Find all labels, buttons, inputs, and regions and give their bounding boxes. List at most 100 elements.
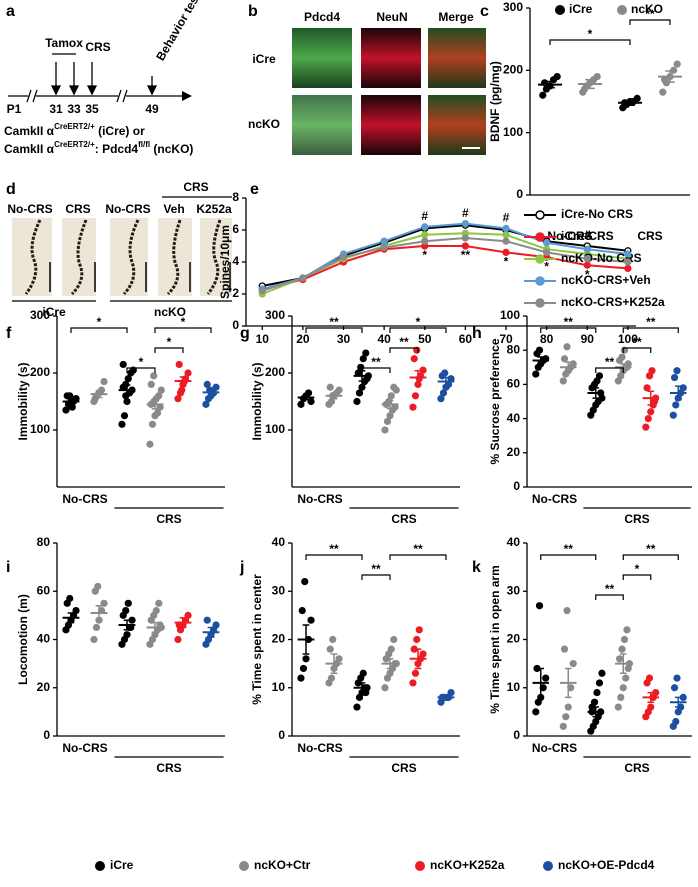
significance-bracket [305, 554, 363, 560]
y-tick-label: 60 [37, 583, 51, 597]
group-label: CRS [156, 761, 181, 775]
data-point [335, 386, 343, 394]
data-point [174, 395, 182, 403]
data-point [362, 349, 370, 357]
y-tick-label: 80 [37, 535, 51, 549]
significance-label: * [139, 355, 144, 369]
legend-label: iCre-CRS [561, 229, 614, 243]
data-point [359, 669, 367, 677]
data-point [563, 343, 571, 351]
significance-label: ** [329, 542, 339, 556]
series-marker [461, 234, 470, 242]
significance-bracket [595, 594, 624, 600]
annotation: # [584, 228, 591, 242]
error-bar [67, 612, 75, 624]
series-marker [542, 248, 551, 257]
legend-marker [543, 861, 553, 871]
error-bar [330, 392, 338, 400]
data-point [119, 360, 127, 369]
data-point [327, 397, 336, 406]
data-point [672, 401, 680, 409]
column-label: Merge [438, 10, 474, 24]
significance-label: * [181, 315, 186, 329]
tamox-label: Tamox [45, 36, 83, 50]
series-marker [461, 219, 470, 228]
data-point [564, 703, 572, 711]
data-point [155, 392, 163, 400]
error-bar [619, 653, 627, 675]
significance-label: * [588, 27, 593, 41]
timeline-arrow [182, 91, 192, 101]
data-point [618, 645, 626, 653]
error-bar [537, 356, 545, 365]
data-point [415, 626, 423, 634]
group-label: No-CRS [532, 492, 577, 506]
series-marker [583, 245, 591, 253]
data-point [383, 417, 392, 426]
group-label: CRS [391, 512, 416, 526]
data-point [648, 367, 656, 375]
y-tick-label: 20 [507, 632, 521, 646]
crs-label: CRS [85, 40, 110, 54]
panel-label: f [6, 325, 12, 342]
error-bar [67, 398, 75, 405]
data-point [593, 688, 601, 697]
error-bar [179, 376, 187, 386]
data-point [155, 599, 163, 607]
series-marker [421, 223, 429, 231]
error-bar [414, 648, 422, 670]
timeline-label: 35 [85, 102, 99, 116]
data-point [670, 373, 679, 382]
legend-label: ncKO-No CRS [561, 251, 642, 265]
image-label: No-CRS [7, 202, 52, 216]
data-point [326, 383, 334, 391]
data-point [679, 693, 687, 702]
error-bar [123, 619, 131, 631]
significance-bracket [389, 327, 447, 333]
significance-bracket [540, 327, 597, 333]
x-tick-label: 10 [256, 332, 270, 346]
x-tick-label: 20 [296, 332, 310, 346]
y-tick-label: 10 [507, 680, 521, 694]
error-bar [207, 626, 215, 638]
image-neun [361, 95, 421, 155]
bottom-legend: iCre ncKO+Ctr ncKO+K252a ncKO+OE-Pdcd4 [95, 858, 655, 872]
annotation: * [585, 267, 590, 281]
data-point [153, 409, 162, 417]
legend-label: iCre [569, 2, 593, 16]
error-bar [625, 99, 635, 106]
error-bar [386, 399, 394, 410]
panel-d: d No-CRS CRS No-CRS CRS Veh K252a iCre n… [6, 180, 232, 319]
series-marker [502, 231, 510, 239]
legend-marker [239, 861, 249, 871]
data-point [415, 375, 423, 383]
error-bar [151, 399, 159, 410]
data-point [381, 684, 389, 692]
error-bar [585, 78, 595, 90]
series-marker [624, 250, 632, 258]
data-point [392, 386, 400, 394]
series-marker [542, 239, 551, 247]
data-point [593, 72, 601, 81]
significance-label: ** [605, 355, 615, 369]
y-tick-label: 100 [500, 308, 520, 322]
data-point [174, 635, 182, 644]
significance-label: ** [413, 542, 423, 556]
data-point [647, 408, 655, 416]
data-point [118, 420, 126, 428]
data-point [644, 415, 652, 423]
y-axis-label: % Time spent in open arm [488, 565, 502, 713]
text: CamkII α [4, 142, 55, 156]
significance-label: ** [371, 355, 381, 369]
y-tick-label: 20 [37, 680, 51, 694]
image-label: K252a [196, 202, 232, 216]
data-point [669, 411, 677, 419]
superscript: CreERT2/+ [54, 140, 95, 149]
significance-bracket [361, 574, 391, 580]
data-point [532, 370, 540, 378]
data-point [620, 635, 629, 644]
data-point [633, 94, 641, 102]
data-point [409, 403, 417, 411]
panel-label: i [6, 559, 10, 576]
data-point [670, 684, 679, 692]
